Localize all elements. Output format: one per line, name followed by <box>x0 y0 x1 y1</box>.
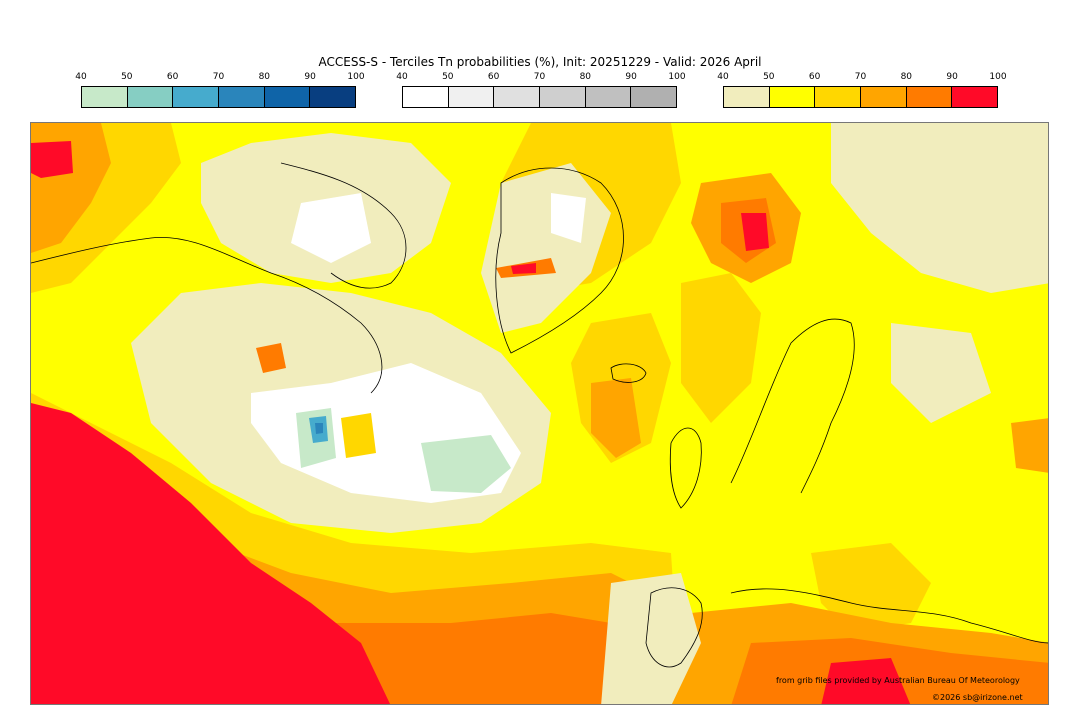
tick-label: 70 <box>533 72 546 82</box>
tick-label: 40 <box>396 72 408 82</box>
colorbar-swatch <box>310 87 356 107</box>
colorbar-swatch <box>448 87 495 107</box>
colorbar-ticks: 40 50 60 70 80 90 100 <box>75 72 364 86</box>
field-90 <box>256 343 286 373</box>
field-70 <box>341 413 376 458</box>
data-source-credit: from grib files provided by Australian B… <box>776 676 1020 685</box>
field-40 <box>601 573 701 704</box>
tick-label: 60 <box>487 72 500 82</box>
copyright-credit: ©2026 sb@irizone.net <box>932 693 1023 702</box>
colorbar-swatch <box>724 87 770 107</box>
tick-label: 80 <box>258 72 271 82</box>
field-100 <box>31 403 391 704</box>
colorbar-swatch <box>403 87 449 107</box>
colorbar-swatches <box>723 86 998 108</box>
map-title: ACCESS-S - Terciles Tn probabilities (%)… <box>318 55 762 69</box>
field-100 <box>741 213 769 251</box>
tick-label: 100 <box>347 72 365 82</box>
tick-label: 100 <box>989 72 1007 82</box>
map-canvas <box>31 123 1048 704</box>
tick-label: 90 <box>625 72 637 82</box>
tick-label: 80 <box>900 72 913 82</box>
tick-label: 90 <box>304 72 316 82</box>
tick-label: 60 <box>808 72 821 82</box>
coastline-north-america <box>31 236 383 394</box>
tick-label: 80 <box>579 72 592 82</box>
colorbar-swatch <box>494 87 541 107</box>
colorbar-swatch <box>127 87 174 107</box>
field-70 <box>681 273 761 423</box>
tick-label: 70 <box>212 72 225 82</box>
colorbar-swatch <box>952 87 998 107</box>
coastline-iberia <box>645 587 703 668</box>
colorbar-swatch <box>540 87 586 107</box>
colorbar-below-normal: 40 50 60 70 80 90 100 <box>75 72 365 112</box>
colorbar-swatch <box>82 87 128 107</box>
colorbar-swatch <box>906 87 953 107</box>
tick-label: 100 <box>668 72 686 82</box>
probability-map <box>30 122 1049 705</box>
tick-label: 50 <box>121 72 133 82</box>
coastlines <box>31 162 1048 668</box>
below-normal-40 <box>421 435 511 493</box>
field-100 <box>511 263 536 274</box>
field-80 <box>1011 418 1048 473</box>
tick-label: 40 <box>75 72 87 82</box>
near-normal-40 <box>291 193 371 263</box>
field-40 <box>891 323 991 423</box>
colorbar-swatch <box>815 87 862 107</box>
colorbar-swatch <box>173 87 220 107</box>
coastline-british-isles <box>669 427 702 509</box>
colorbar-swatch <box>861 87 907 107</box>
field-40 <box>831 123 1048 293</box>
tick-label: 50 <box>763 72 775 82</box>
colorbar-ticks: 40 50 60 70 80 90 100 <box>396 72 685 86</box>
coastline-iceland <box>610 363 647 383</box>
tick-label: 40 <box>717 72 729 82</box>
colorbar-swatch <box>264 87 311 107</box>
colorbar-swatch <box>585 87 632 107</box>
colorbar-swatch <box>219 87 265 107</box>
colorbar-swatches <box>81 86 356 108</box>
coastline-arctic-islands <box>280 162 407 289</box>
field-100 <box>821 658 911 704</box>
tick-label: 50 <box>442 72 454 82</box>
below-normal-70 <box>315 423 323 434</box>
near-normal-40 <box>551 193 586 243</box>
coastline-europe-south <box>730 588 1048 644</box>
colorbar-near-normal: 40 50 60 70 80 90 100 <box>396 72 686 112</box>
tick-label: 70 <box>854 72 867 82</box>
colorbar-swatch <box>769 87 816 107</box>
colorbar-swatches <box>402 86 677 108</box>
colorbar-above-normal: 40 50 60 70 80 90 100 <box>717 72 1007 112</box>
field-80 <box>591 378 641 458</box>
colorbar-swatch <box>631 87 677 107</box>
coastline-scandinavia <box>730 318 855 494</box>
tick-label: 90 <box>946 72 958 82</box>
field-90 <box>31 141 73 178</box>
tick-label: 60 <box>166 72 179 82</box>
colorbar-ticks: 40 50 60 70 80 90 100 <box>717 72 1006 86</box>
coastline-greenland <box>495 167 624 354</box>
